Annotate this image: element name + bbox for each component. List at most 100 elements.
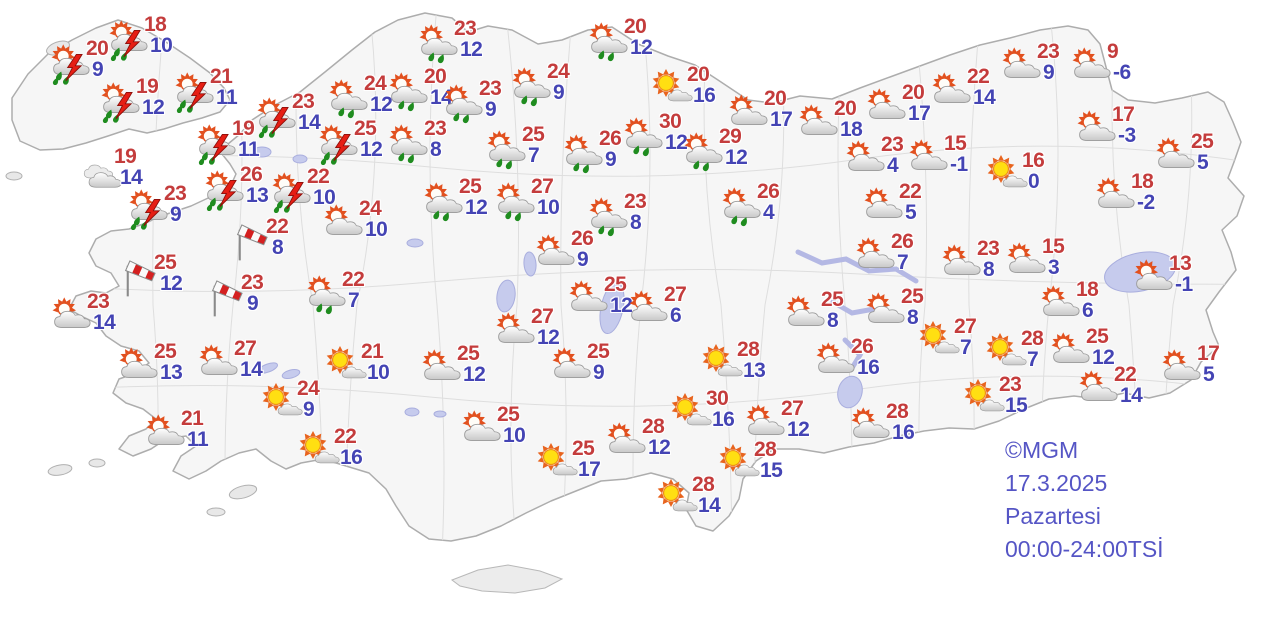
min-temp: 14 <box>240 358 263 381</box>
weather-station: 20 17 <box>727 88 811 141</box>
max-temp: 23 <box>881 133 904 156</box>
max-temp: 24 <box>297 377 320 400</box>
min-temp: 12 <box>360 138 383 161</box>
max-temp: 20 <box>624 15 647 38</box>
weather-station: 23 8 <box>387 118 471 171</box>
weather-station: 26 4 <box>720 181 804 234</box>
min-temp: 17 <box>770 108 793 131</box>
max-temp: 18 <box>1131 170 1154 193</box>
min-temp: -2 <box>1137 191 1155 214</box>
max-temp: 25 <box>572 437 595 460</box>
max-temp: 22 <box>334 425 357 448</box>
weather-station: 16 0 <box>985 150 1069 203</box>
max-temp: 15 <box>1042 235 1065 258</box>
max-temp: 13 <box>1169 252 1192 275</box>
max-temp: 23 <box>624 190 647 213</box>
max-temp: 30 <box>706 387 729 410</box>
weather-station: 22 5 <box>862 181 946 234</box>
min-temp: 0 <box>1028 170 1040 193</box>
weather-station: 20 16 <box>650 64 734 117</box>
max-temp: 27 <box>234 337 257 360</box>
max-temp: 25 <box>821 288 844 311</box>
weather-station: 25 12 <box>420 343 504 396</box>
weather-station: 25 9 <box>550 341 634 394</box>
max-temp: 16 <box>1022 149 1045 172</box>
weather-station: 19 14 <box>77 146 161 199</box>
max-temp: 30 <box>659 110 682 133</box>
max-temp: 17 <box>1112 103 1135 126</box>
weather-station: 25 8 <box>864 286 948 339</box>
weather-station: 20 12 <box>587 16 671 69</box>
min-temp: 8 <box>630 211 642 234</box>
weather-station: 26 13 <box>203 164 287 217</box>
weather-station: 15 3 <box>1005 236 1089 289</box>
max-temp: 19 <box>136 75 159 98</box>
weather-station: 25 8 <box>784 289 868 342</box>
max-temp: 26 <box>571 227 594 250</box>
min-temp: 14 <box>93 311 116 334</box>
max-temp: 25 <box>154 251 177 274</box>
weather-station: 25 12 <box>117 252 201 305</box>
min-temp: -1 <box>950 153 968 176</box>
min-temp: 12 <box>1092 346 1115 369</box>
max-temp: 23 <box>479 77 502 100</box>
min-temp: 12 <box>648 436 671 459</box>
weather-station: 18 6 <box>1039 279 1123 332</box>
min-temp: 8 <box>430 138 442 161</box>
weather-station: 17 -3 <box>1075 104 1159 157</box>
max-temp: 24 <box>547 60 570 83</box>
max-temp: 23 <box>424 117 447 140</box>
min-temp: 9 <box>485 98 497 121</box>
weather-station: 28 16 <box>849 401 933 454</box>
weather-station: 17 5 <box>1160 343 1244 396</box>
attribution: ©MGM <box>1005 437 1079 463</box>
min-temp: -6 <box>1113 61 1131 84</box>
max-temp: 28 <box>737 338 760 361</box>
max-temp: 25 <box>154 340 177 363</box>
weather-station: 27 10 <box>494 176 578 229</box>
max-temp: 23 <box>292 90 315 113</box>
weather-station: 26 9 <box>562 128 646 181</box>
max-temp: 17 <box>1197 342 1220 365</box>
weather-station: 13 -1 <box>1132 253 1216 306</box>
weather-station: 24 12 <box>327 73 411 126</box>
weather-station: 24 9 <box>260 378 344 431</box>
map-legend: ©MGM 17.3.2025 Pazartesi 00:00-24:00TSİ <box>1005 434 1164 566</box>
max-temp: 28 <box>692 473 715 496</box>
weather-station: 25 17 <box>535 438 619 491</box>
min-temp: 5 <box>1203 363 1215 386</box>
min-temp: 17 <box>578 458 601 481</box>
max-temp: 25 <box>604 273 627 296</box>
weather-station: 24 9 <box>510 61 594 114</box>
weather-station: 27 6 <box>627 284 711 337</box>
min-temp: 9 <box>553 81 565 104</box>
min-temp: 14 <box>1120 384 1143 407</box>
max-temp: 20 <box>764 87 787 110</box>
min-temp: 12 <box>465 196 488 219</box>
weather-station: 18 -2 <box>1094 171 1178 224</box>
min-temp: 7 <box>348 289 360 312</box>
weather-station: 20 17 <box>865 82 949 135</box>
max-temp: 18 <box>144 13 167 36</box>
max-temp: 20 <box>687 63 710 86</box>
max-temp: 25 <box>1086 325 1109 348</box>
forecast-time-range: 00:00-24:00TSİ <box>1005 536 1164 562</box>
max-temp: 21 <box>181 407 204 430</box>
weather-station: 25 12 <box>422 176 506 229</box>
max-temp: 28 <box>754 438 777 461</box>
min-temp: 12 <box>370 93 393 116</box>
min-temp: 12 <box>665 131 688 154</box>
max-temp: 25 <box>459 175 482 198</box>
min-temp: 12 <box>460 38 483 61</box>
weather-station: 20 9 <box>49 38 133 91</box>
max-temp: 18 <box>1076 278 1099 301</box>
min-temp: 9 <box>303 398 315 421</box>
weather-station: 23 9 <box>204 272 288 325</box>
min-temp: 17 <box>908 102 931 125</box>
weather-station: 23 8 <box>940 238 1024 291</box>
min-temp: 7 <box>897 251 909 274</box>
weather-station: 25 7 <box>485 124 569 177</box>
min-temp: 13 <box>246 184 269 207</box>
weather-station: 22 14 <box>1077 364 1161 417</box>
max-temp: 23 <box>241 271 264 294</box>
